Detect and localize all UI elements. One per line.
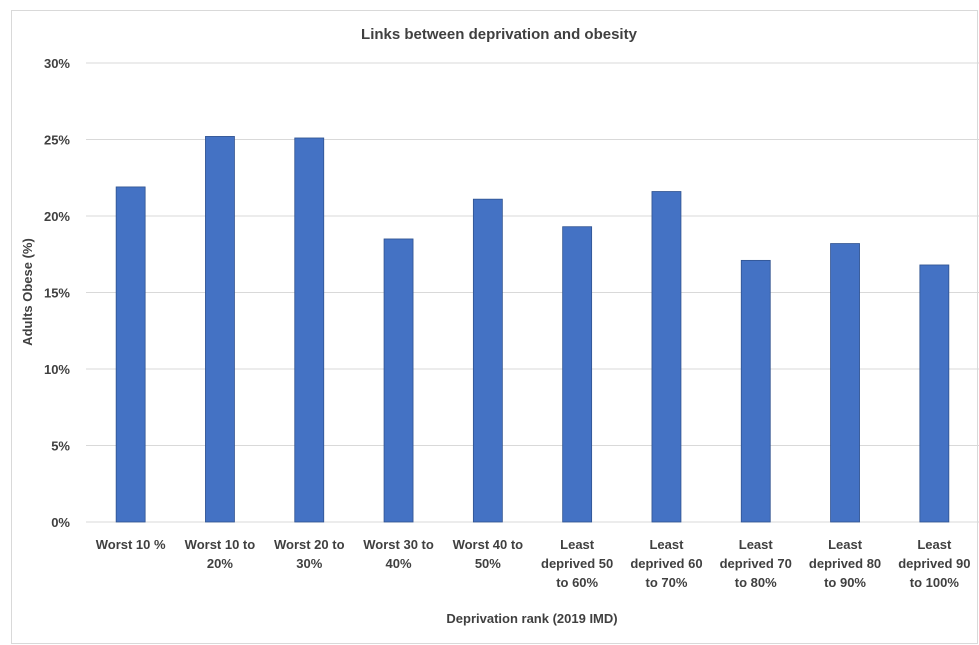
bar [830, 243, 860, 523]
x-tick-label: Worst 30 to 40% [363, 537, 434, 571]
x-tick-label: Least deprived 60 to 70% [630, 537, 702, 590]
y-tick-label: 25% [44, 133, 70, 148]
y-axis-ticks: 0% 5% 10% 15% 20% 25% 30% [44, 56, 70, 530]
bar [740, 259, 771, 523]
bar [294, 137, 325, 523]
y-tick-label: 20% [44, 209, 70, 224]
x-tick-label: Least deprived 70 to 80% [720, 537, 792, 590]
x-axis-ticks: Worst 10 % Worst 10 to 20% Worst 20 to 30% Wo… [96, 537, 971, 590]
bar [472, 198, 503, 523]
x-tick-label: Least deprived 80 to 90% [809, 537, 881, 590]
y-tick-label: 30% [44, 56, 70, 71]
bar [919, 264, 950, 523]
x-tick-label: Least deprived 50 to 60% [541, 537, 613, 590]
y-tick-label: 5% [51, 439, 70, 454]
bar [383, 238, 414, 523]
bar [205, 136, 235, 523]
chart-title: Links between deprivation and obesity [361, 26, 638, 43]
bar [562, 226, 593, 523]
y-tick-label: 10% [44, 362, 70, 377]
y-tick-label: 15% [44, 286, 70, 301]
y-tick-label: 0% [51, 515, 70, 530]
bar [115, 186, 146, 523]
y-axis-title: Adults Obese (%) [20, 238, 35, 346]
x-tick-label: Worst 20 to 30% [274, 537, 345, 571]
x-tick-label: Worst 10 to 20% [185, 537, 256, 571]
x-tick-label: Worst 10 % [96, 537, 166, 552]
bar [651, 191, 682, 523]
x-tick-label: Least deprived 90 to 100% [898, 537, 970, 590]
x-tick-label: Worst 40 to 50% [453, 537, 524, 571]
bars [115, 136, 950, 523]
x-axis-title: Deprivation rank (2019 IMD) [446, 611, 617, 626]
